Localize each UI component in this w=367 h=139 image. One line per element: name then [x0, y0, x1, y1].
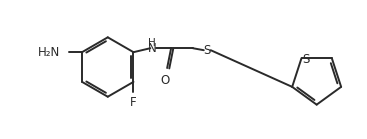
Text: F: F	[130, 96, 137, 109]
Text: H: H	[148, 38, 156, 48]
Text: S: S	[302, 53, 309, 66]
Text: S: S	[203, 44, 210, 57]
Text: N: N	[148, 42, 157, 55]
Text: H₂N: H₂N	[38, 46, 60, 59]
Text: O: O	[160, 74, 170, 87]
